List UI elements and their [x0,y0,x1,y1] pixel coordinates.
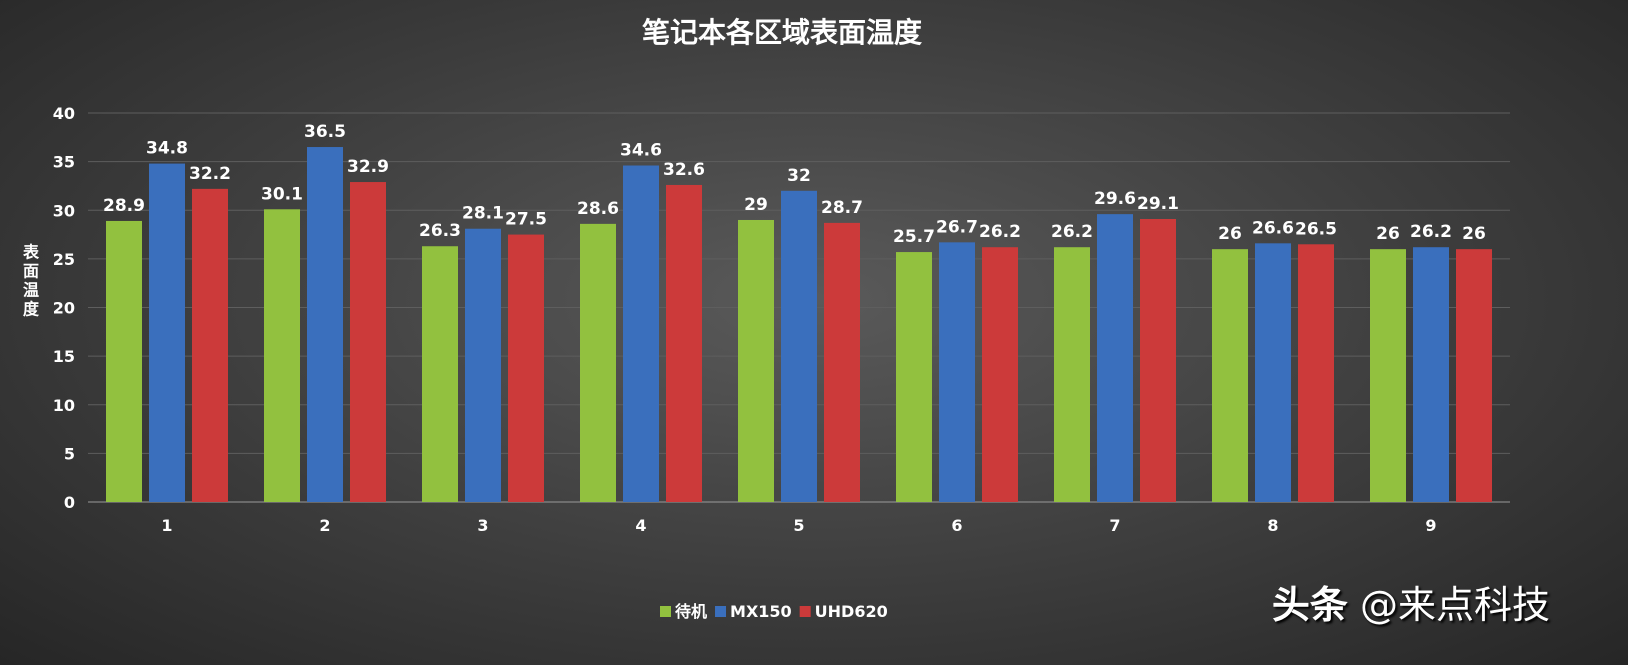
data-label: 30.1 [261,184,303,204]
bar-UHD620 [982,247,1018,502]
data-label: 28.9 [103,196,145,216]
data-label: 32.9 [347,157,389,177]
data-label: 29.1 [1137,194,1179,214]
bars [106,147,1492,503]
bar-MX150 [939,242,975,502]
legend: 待机 MX150 UHD620 [660,602,888,621]
x-tick-label: 4 [635,516,646,535]
data-label: 34.6 [620,141,662,161]
data-label: 28.1 [462,204,504,224]
legend-swatch [799,606,811,617]
data-label: 26.2 [979,222,1021,242]
y-axis-label-char: 表 [22,243,40,262]
legend-swatch [715,606,727,617]
y-axis-label-char: 面 [23,262,39,281]
data-label: 36.5 [304,122,346,142]
bar-UHD620 [666,184,702,502]
legend-label: 待机 [675,602,707,621]
y-tick-label: 10 [53,396,75,415]
bar-待机 [422,246,458,502]
x-tick-labels: 1 2 3 4 5 6 7 8 9 [161,516,1436,535]
data-label: 26.5 [1295,219,1337,239]
bar-待机 [1054,247,1090,502]
y-tick-label: 0 [64,493,75,512]
data-label: 26.7 [936,217,978,237]
bar-待机 [264,209,300,502]
y-tick-label: 15 [53,347,75,366]
data-labels: 28.9 34.832.2 30.1 36.532.9 26.328.1 27.5 28.6… [103,122,1486,247]
data-label: 32.6 [663,160,705,180]
y-tick-label: 20 [53,299,75,318]
chart-title: 笔记本各区域表面温度 [642,16,922,49]
legend-label: UHD620 [815,602,888,621]
x-tick-label: 9 [1425,516,1436,535]
data-label: 26.6 [1252,218,1294,238]
legend-label: MX150 [730,602,792,621]
data-label: 26 [1376,224,1400,244]
bar-MX150 [781,190,817,503]
y-axis-label: 表面温度 [22,243,40,319]
bar-待机 [1370,249,1406,502]
bar-UHD620 [1298,244,1334,502]
data-label: 26.2 [1051,222,1093,242]
x-tick-label: 3 [477,516,488,535]
bar-待机 [1212,249,1248,502]
x-tick-label: 7 [1109,516,1120,535]
data-label: 32 [787,166,811,186]
x-tick-label: 5 [793,516,804,535]
data-label: 26 [1462,224,1486,244]
bar-UHD620 [1456,249,1492,502]
y-tick-label: 25 [53,250,75,269]
data-label: 29.6 [1094,189,1136,209]
data-label: 32.2 [189,164,231,184]
y-axis-label-char: 度 [23,300,40,319]
watermark: 头条 @来点科技 [1272,574,1550,629]
y-tick-labels: 0 5 10 15 20 25 30 35 40 [53,104,75,512]
watermark-brand: 头条 [1271,583,1348,627]
bar-MX150 [149,163,185,502]
bar-待机 [580,223,616,503]
bar-MX150 [1255,243,1291,502]
bar-UHD620 [508,234,544,502]
bar-待机 [896,252,932,502]
y-tick-label: 35 [53,153,75,172]
data-label: 26.2 [1410,222,1452,242]
bar-MX150 [307,147,343,502]
x-tick-label: 1 [161,516,172,535]
data-label: 25.7 [893,227,935,247]
y-axis-label-char: 温 [22,281,39,300]
bar-待机 [738,219,774,502]
data-label: 27.5 [505,210,547,230]
bar-待机 [106,220,142,502]
y-tick-label: 5 [64,444,75,463]
x-tick-label: 2 [319,516,330,535]
data-label: 34.8 [146,139,188,159]
bar-MX150 [623,165,659,502]
x-tick-label: 8 [1267,516,1278,535]
y-tick-label: 40 [53,104,75,123]
data-label: 28.7 [821,198,863,218]
data-label: 29 [744,195,768,215]
bar-MX150 [1413,247,1449,502]
legend-swatch [660,606,671,617]
bar-UHD620 [1140,219,1176,502]
y-tick-label: 30 [53,201,75,220]
watermark-account: @来点科技 [1359,583,1550,627]
data-label: 26.3 [419,221,461,241]
x-tick-label: 6 [951,516,962,535]
bar-UHD620 [192,188,228,503]
bar-UHD620 [350,182,386,503]
bar-MX150 [1097,214,1133,502]
bar-UHD620 [824,222,860,502]
data-label: 28.6 [577,199,619,219]
bar-MX150 [465,228,501,503]
data-label: 26 [1218,224,1242,244]
